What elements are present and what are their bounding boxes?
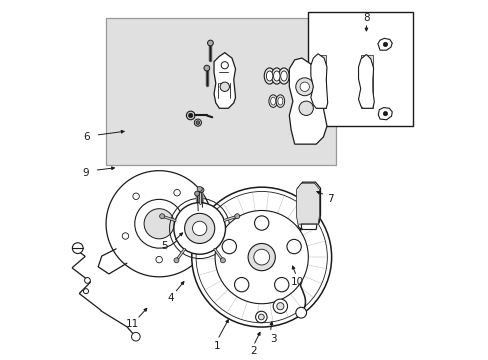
Circle shape xyxy=(194,119,201,126)
Ellipse shape xyxy=(266,71,272,81)
Circle shape xyxy=(156,256,162,263)
Circle shape xyxy=(197,186,202,192)
Circle shape xyxy=(254,216,268,230)
Circle shape xyxy=(135,199,183,248)
Text: 3: 3 xyxy=(269,333,276,343)
Circle shape xyxy=(255,311,266,323)
Circle shape xyxy=(286,239,301,254)
Text: 9: 9 xyxy=(82,168,89,178)
Circle shape xyxy=(83,289,88,294)
Circle shape xyxy=(383,112,387,116)
Text: 4: 4 xyxy=(167,293,174,303)
Text: 7: 7 xyxy=(326,194,333,204)
Text: 5: 5 xyxy=(161,241,168,251)
Circle shape xyxy=(295,78,313,96)
Text: 8: 8 xyxy=(363,13,369,23)
Ellipse shape xyxy=(270,97,275,105)
Circle shape xyxy=(221,62,228,69)
Circle shape xyxy=(234,278,248,292)
Ellipse shape xyxy=(273,71,280,81)
Polygon shape xyxy=(296,183,319,224)
Circle shape xyxy=(222,239,236,254)
Circle shape xyxy=(174,189,180,196)
Circle shape xyxy=(192,221,206,235)
Circle shape xyxy=(258,314,264,320)
Circle shape xyxy=(186,111,195,120)
Circle shape xyxy=(276,303,284,310)
Ellipse shape xyxy=(268,95,277,107)
Ellipse shape xyxy=(277,97,282,105)
Circle shape xyxy=(184,213,214,243)
Circle shape xyxy=(131,332,140,341)
Ellipse shape xyxy=(278,68,289,84)
Circle shape xyxy=(274,278,288,292)
Circle shape xyxy=(191,187,331,327)
Polygon shape xyxy=(106,171,211,277)
Circle shape xyxy=(234,214,239,219)
Circle shape xyxy=(174,203,225,254)
Circle shape xyxy=(189,233,196,239)
Circle shape xyxy=(84,278,90,283)
Ellipse shape xyxy=(271,68,282,84)
Circle shape xyxy=(203,65,209,71)
Circle shape xyxy=(144,209,174,239)
Ellipse shape xyxy=(264,68,274,84)
Circle shape xyxy=(122,233,128,239)
Circle shape xyxy=(273,299,287,314)
Polygon shape xyxy=(361,55,372,108)
Text: 10: 10 xyxy=(290,277,304,287)
Circle shape xyxy=(220,258,225,263)
Circle shape xyxy=(159,214,164,219)
Polygon shape xyxy=(377,39,391,50)
Circle shape xyxy=(295,307,306,318)
Circle shape xyxy=(383,42,387,46)
Polygon shape xyxy=(310,54,327,108)
Text: 2: 2 xyxy=(250,346,256,356)
Circle shape xyxy=(174,258,179,263)
Polygon shape xyxy=(297,182,320,223)
Polygon shape xyxy=(358,54,373,108)
Circle shape xyxy=(133,193,139,199)
Ellipse shape xyxy=(280,71,286,81)
Circle shape xyxy=(207,40,213,46)
Polygon shape xyxy=(214,53,235,108)
Circle shape xyxy=(253,249,269,265)
Circle shape xyxy=(298,101,313,116)
Text: 1: 1 xyxy=(214,341,221,351)
Ellipse shape xyxy=(276,95,284,107)
Polygon shape xyxy=(378,108,391,120)
Circle shape xyxy=(194,191,199,196)
Circle shape xyxy=(215,211,308,304)
Circle shape xyxy=(199,188,203,193)
Polygon shape xyxy=(106,18,335,165)
Polygon shape xyxy=(301,224,316,229)
Text: 6: 6 xyxy=(83,132,90,142)
Circle shape xyxy=(247,243,275,271)
Bar xyxy=(307,12,412,126)
Polygon shape xyxy=(316,55,325,108)
Polygon shape xyxy=(289,58,326,144)
Circle shape xyxy=(300,82,309,91)
Circle shape xyxy=(196,121,199,125)
Circle shape xyxy=(72,243,83,253)
Text: 11: 11 xyxy=(126,319,139,329)
Circle shape xyxy=(220,82,229,91)
Circle shape xyxy=(188,113,192,118)
